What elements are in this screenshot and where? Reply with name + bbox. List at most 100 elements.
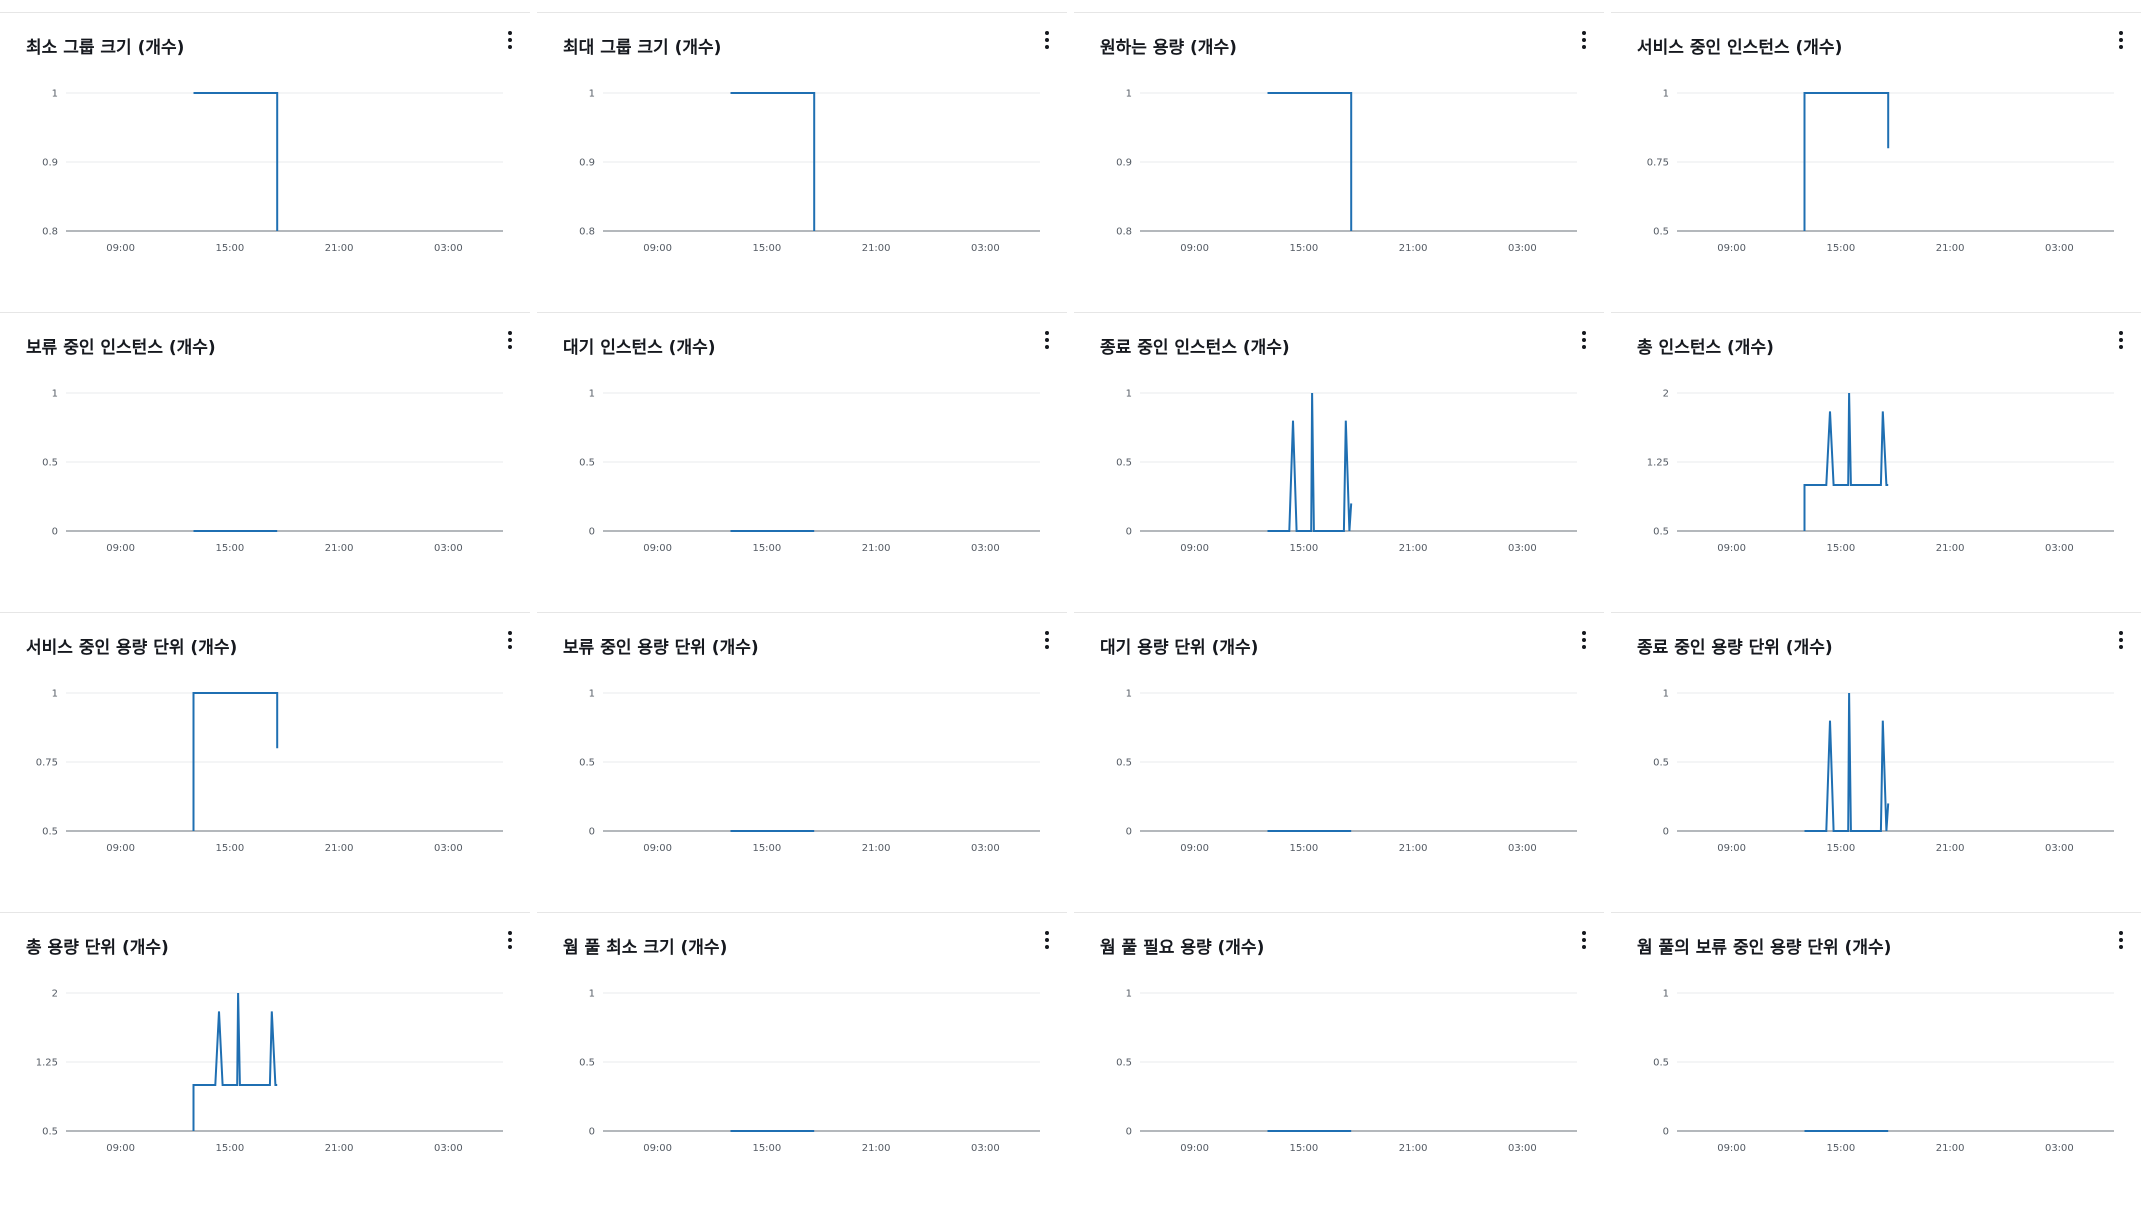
y-tick-label: 1: [1663, 989, 1669, 1000]
metric-widget: 보류 중인 용량 단위 (개수) 1 0.5 0 09:00 15:00 21:00 03:0…: [537, 612, 1067, 902]
y-tick-label: 1.25: [36, 1058, 58, 1069]
metric-widget: 서비스 중인 용량 단위 (개수) 1 0.75 0.5 09:00 15:00 21:00…: [0, 612, 530, 902]
menu-dot: [508, 331, 512, 335]
more-vertical-icon[interactable]: [502, 929, 518, 951]
widget-title: 최소 그룹 크기 (개수): [26, 38, 185, 58]
metric-widget: 웜 풀 필요 용량 (개수) 1 0.5 0 09:00 15:00 21:00 03:00: [1074, 912, 1604, 1202]
metric-widget: 종료 중인 인스턴스 (개수) 1 0.5 0 09:00 15:00 21:00 03:00: [1074, 312, 1604, 602]
more-vertical-icon[interactable]: [1039, 29, 1055, 51]
menu-dot: [1582, 38, 1586, 42]
widget-title: 총 인스턴스 (개수): [1637, 338, 1774, 358]
menu-dot: [1582, 331, 1586, 335]
x-tick-label: 15:00: [1289, 543, 1318, 554]
more-vertical-icon[interactable]: [1576, 29, 1592, 51]
line-chart: 1 0.9 0.8 09:00 15:00 21:00 03:00: [1116, 89, 1577, 254]
menu-dot: [1045, 645, 1049, 649]
widget-title: 대기 용량 단위 (개수): [1100, 638, 1259, 658]
series-line: [1803, 92, 1890, 231]
x-tick-label: 21:00: [1399, 843, 1428, 854]
y-tick-label: 0.9: [1116, 158, 1132, 169]
menu-dot: [1582, 638, 1586, 642]
x-tick-label: 09:00: [1180, 1143, 1209, 1154]
more-vertical-icon[interactable]: [2113, 629, 2129, 651]
x-tick-label: 21:00: [325, 843, 354, 854]
menu-dot: [2119, 938, 2123, 942]
more-vertical-icon[interactable]: [2113, 929, 2129, 951]
y-tick-label: 0.5: [579, 458, 595, 469]
y-tick-label: 0.5: [1653, 758, 1669, 769]
x-tick-label: 03:00: [1508, 843, 1537, 854]
menu-dot: [508, 631, 512, 635]
y-tick-label: 0: [1126, 1127, 1132, 1138]
y-tick-label: 0.5: [42, 458, 58, 469]
more-vertical-icon[interactable]: [2113, 329, 2129, 351]
x-tick-label: 15:00: [1289, 1143, 1318, 1154]
menu-dot: [2119, 645, 2123, 649]
menu-dot: [1582, 31, 1586, 35]
menu-dot: [2119, 45, 2123, 49]
x-tick-label: 03:00: [971, 843, 1000, 854]
y-tick-label: 0.5: [579, 758, 595, 769]
x-tick-label: 09:00: [643, 543, 672, 554]
line-chart: 1 0.5 0 09:00 15:00 21:00 03:00: [1653, 689, 2114, 854]
more-vertical-icon[interactable]: [1039, 929, 1055, 951]
y-tick-label: 1: [589, 989, 595, 1000]
series-line: [1267, 392, 1353, 532]
x-tick-label: 03:00: [1508, 1143, 1537, 1154]
menu-dot: [2119, 945, 2123, 949]
x-tick-label: 15:00: [215, 243, 244, 254]
x-tick-label: 15:00: [1826, 243, 1855, 254]
metric-widget: 총 인스턴스 (개수) 2 1.25 0.5 09:00 15:00 21:00 03:00: [1611, 312, 2141, 602]
x-tick-label: 03:00: [2045, 543, 2074, 554]
x-tick-label: 15:00: [752, 843, 781, 854]
y-tick-label: 1: [52, 689, 58, 700]
metric-widget: 종료 중인 용량 단위 (개수) 1 0.5 0 09:00 15:00 21:00 03:0…: [1611, 612, 2141, 902]
y-tick-label: 1: [589, 389, 595, 400]
x-tick-label: 21:00: [1936, 843, 1965, 854]
series-line: [192, 992, 278, 1131]
x-tick-label: 03:00: [971, 1143, 1000, 1154]
line-chart: 2 1.25 0.5 09:00 15:00 21:00 03:00: [1647, 389, 2114, 554]
more-vertical-icon[interactable]: [1576, 629, 1592, 651]
more-vertical-icon[interactable]: [2113, 29, 2129, 51]
more-vertical-icon[interactable]: [502, 629, 518, 651]
line-chart: 1 0.5 0 09:00 15:00 21:00 03:00: [1116, 389, 1577, 554]
more-vertical-icon[interactable]: [1576, 329, 1592, 351]
y-tick-label: 0.8: [1116, 227, 1132, 238]
more-vertical-icon[interactable]: [502, 29, 518, 51]
menu-dot: [508, 945, 512, 949]
x-tick-label: 21:00: [1936, 1143, 1965, 1154]
x-tick-label: 03:00: [434, 1143, 463, 1154]
widget-title: 서비스 중인 용량 단위 (개수): [26, 638, 238, 658]
x-tick-label: 03:00: [1508, 243, 1537, 254]
x-tick-label: 15:00: [1826, 843, 1855, 854]
more-vertical-icon[interactable]: [1039, 629, 1055, 651]
y-tick-label: 0.5: [42, 1127, 58, 1138]
x-tick-label: 21:00: [862, 843, 891, 854]
x-tick-label: 03:00: [2045, 1143, 2074, 1154]
menu-dot: [1045, 331, 1049, 335]
widget-title: 총 용량 단위 (개수): [26, 938, 169, 958]
more-vertical-icon[interactable]: [1039, 329, 1055, 351]
line-chart: 2 1.25 0.5 09:00 15:00 21:00 03:00: [36, 989, 503, 1154]
x-tick-label: 09:00: [1180, 843, 1209, 854]
y-tick-label: 0.5: [579, 1058, 595, 1069]
x-tick-label: 15:00: [215, 1143, 244, 1154]
metric-widget: 최대 그룹 크기 (개수) 1 0.9 0.8 09:00 15:00 21:00 03:00: [537, 12, 1067, 302]
y-tick-label: 0.5: [1116, 1058, 1132, 1069]
y-tick-label: 0.5: [1116, 758, 1132, 769]
x-tick-label: 03:00: [2045, 843, 2074, 854]
more-vertical-icon[interactable]: [1576, 929, 1592, 951]
y-tick-label: 0: [1663, 827, 1669, 838]
x-tick-label: 15:00: [1826, 1143, 1855, 1154]
x-tick-label: 15:00: [1289, 843, 1318, 854]
series-line: [193, 92, 279, 231]
more-vertical-icon[interactable]: [502, 329, 518, 351]
y-tick-label: 0: [589, 527, 595, 538]
metric-widget: 대기 인스턴스 (개수) 1 0.5 0 09:00 15:00 21:00 03:00: [537, 312, 1067, 602]
menu-dot: [1045, 945, 1049, 949]
widget-title: 대기 인스턴스 (개수): [563, 338, 716, 358]
y-tick-label: 0.75: [36, 758, 58, 769]
widget-title: 서비스 중인 인스턴스 (개수): [1637, 38, 1843, 58]
metric-widget: 웜 풀 최소 크기 (개수) 1 0.5 0 09:00 15:00 21:00 03:00: [537, 912, 1067, 1202]
